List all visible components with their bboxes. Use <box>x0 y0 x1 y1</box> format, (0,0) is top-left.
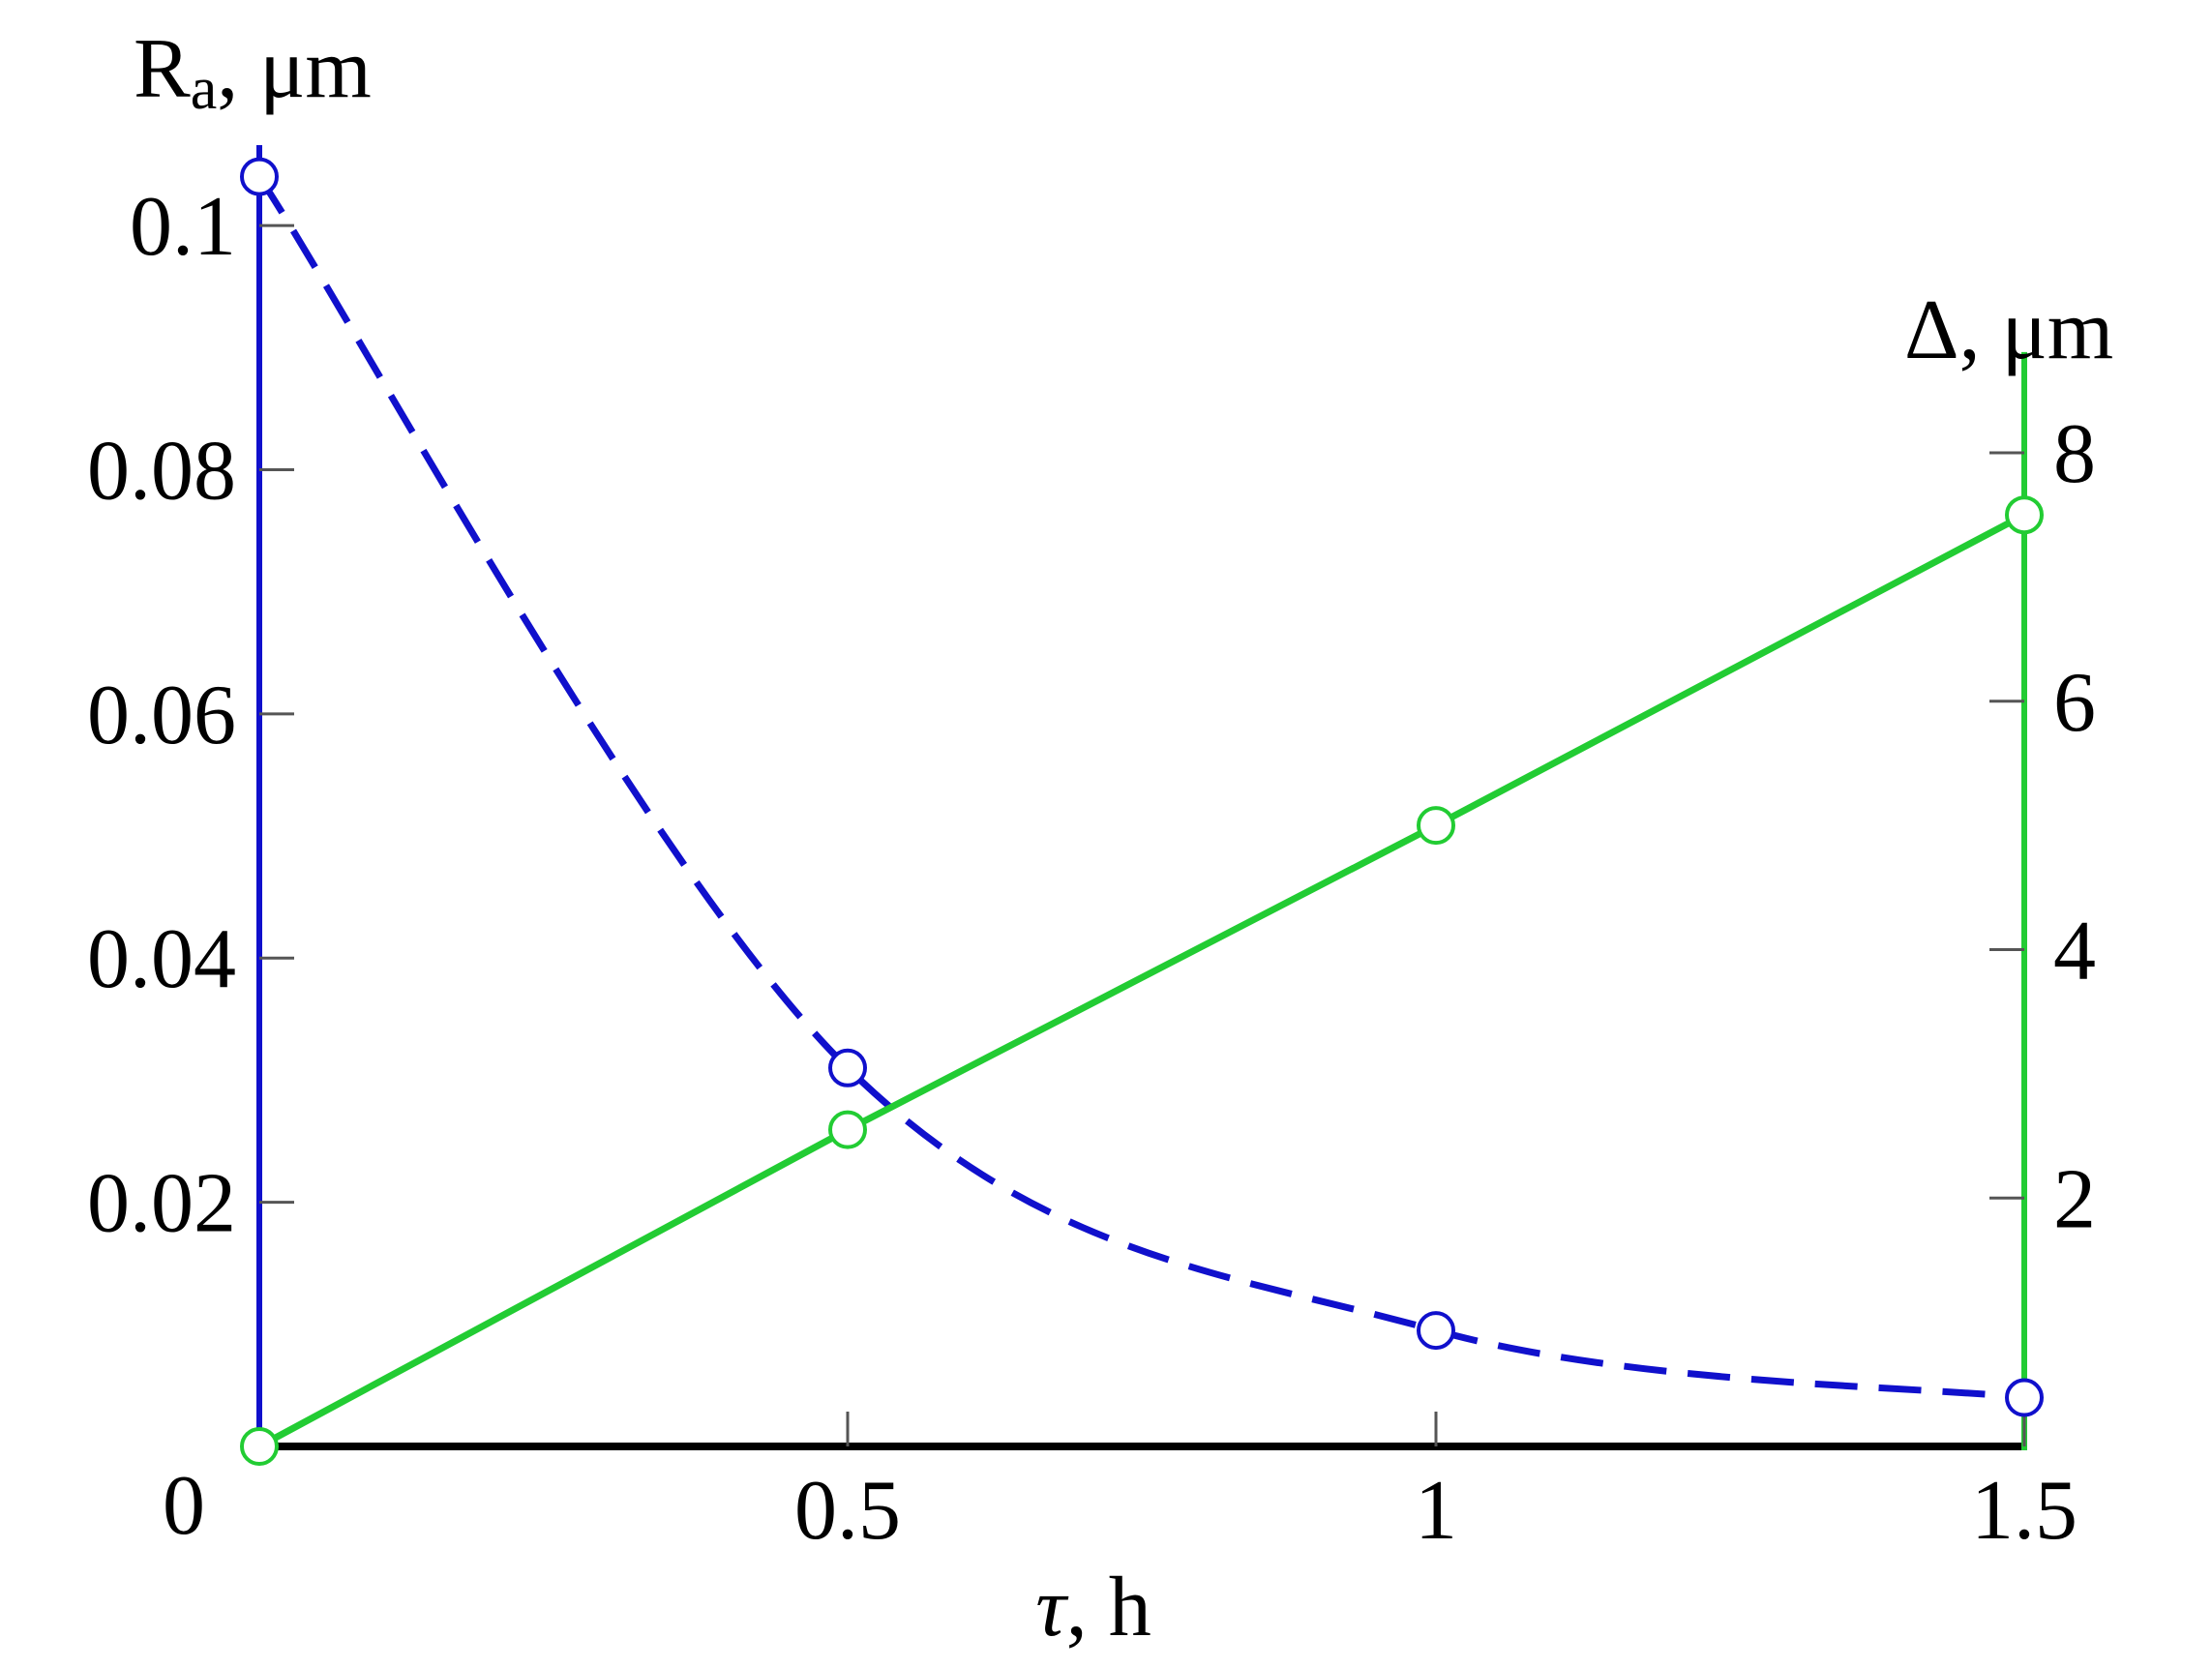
roughness-point <box>1417 1311 1455 1351</box>
origin-label: 0 <box>163 1459 205 1553</box>
left-axis-title-subscript: a <box>191 56 218 122</box>
x-axis-title-unit: , h <box>1066 1561 1151 1654</box>
x-axis-title: τ, h <box>1035 1561 1151 1654</box>
roughness-curve <box>256 174 2025 1401</box>
delta-point <box>240 1427 279 1466</box>
left-tick-label: 0.04 <box>87 912 236 1006</box>
right-tick-label: 8 <box>2053 407 2096 501</box>
left-axis-title-main: R <box>134 22 191 116</box>
delta-line <box>257 512 2026 1450</box>
series-layer <box>240 157 2044 1466</box>
roughness-point <box>2005 1378 2044 1417</box>
delta-point <box>1417 806 1455 846</box>
right-tick-label: 4 <box>2053 905 2096 998</box>
left-tick-label: 0.1 <box>130 180 236 274</box>
left-tick-label: 0.02 <box>87 1157 236 1251</box>
delta-point <box>828 1110 867 1149</box>
left-axis-title: Ra, μm <box>134 22 372 122</box>
x-axis-title-symbol: τ <box>1035 1561 1069 1654</box>
x-tick-label: 0.5 <box>794 1464 901 1558</box>
delta-point <box>2005 495 2044 535</box>
right-tick-label: 6 <box>2053 656 2096 750</box>
tick-marks <box>259 223 2026 1446</box>
roughness-point <box>828 1048 867 1087</box>
x-tick-label: 1 <box>1415 1464 1457 1558</box>
x-tick-label: 1.5 <box>1971 1464 2077 1558</box>
roughness-point <box>240 157 279 196</box>
left-tick-label: 0.08 <box>87 424 236 518</box>
right-tick-label: 2 <box>2053 1152 2096 1246</box>
left-axis-title-unit: , μm <box>217 22 372 116</box>
left-tick-label: 0.06 <box>87 669 236 762</box>
tick-labels: 0.02 0.04 0.06 0.08 0.1 2 4 6 8 0.5 1 1.5 <box>87 180 2096 1558</box>
right-axis-title: Δ, μm <box>1904 283 2113 377</box>
